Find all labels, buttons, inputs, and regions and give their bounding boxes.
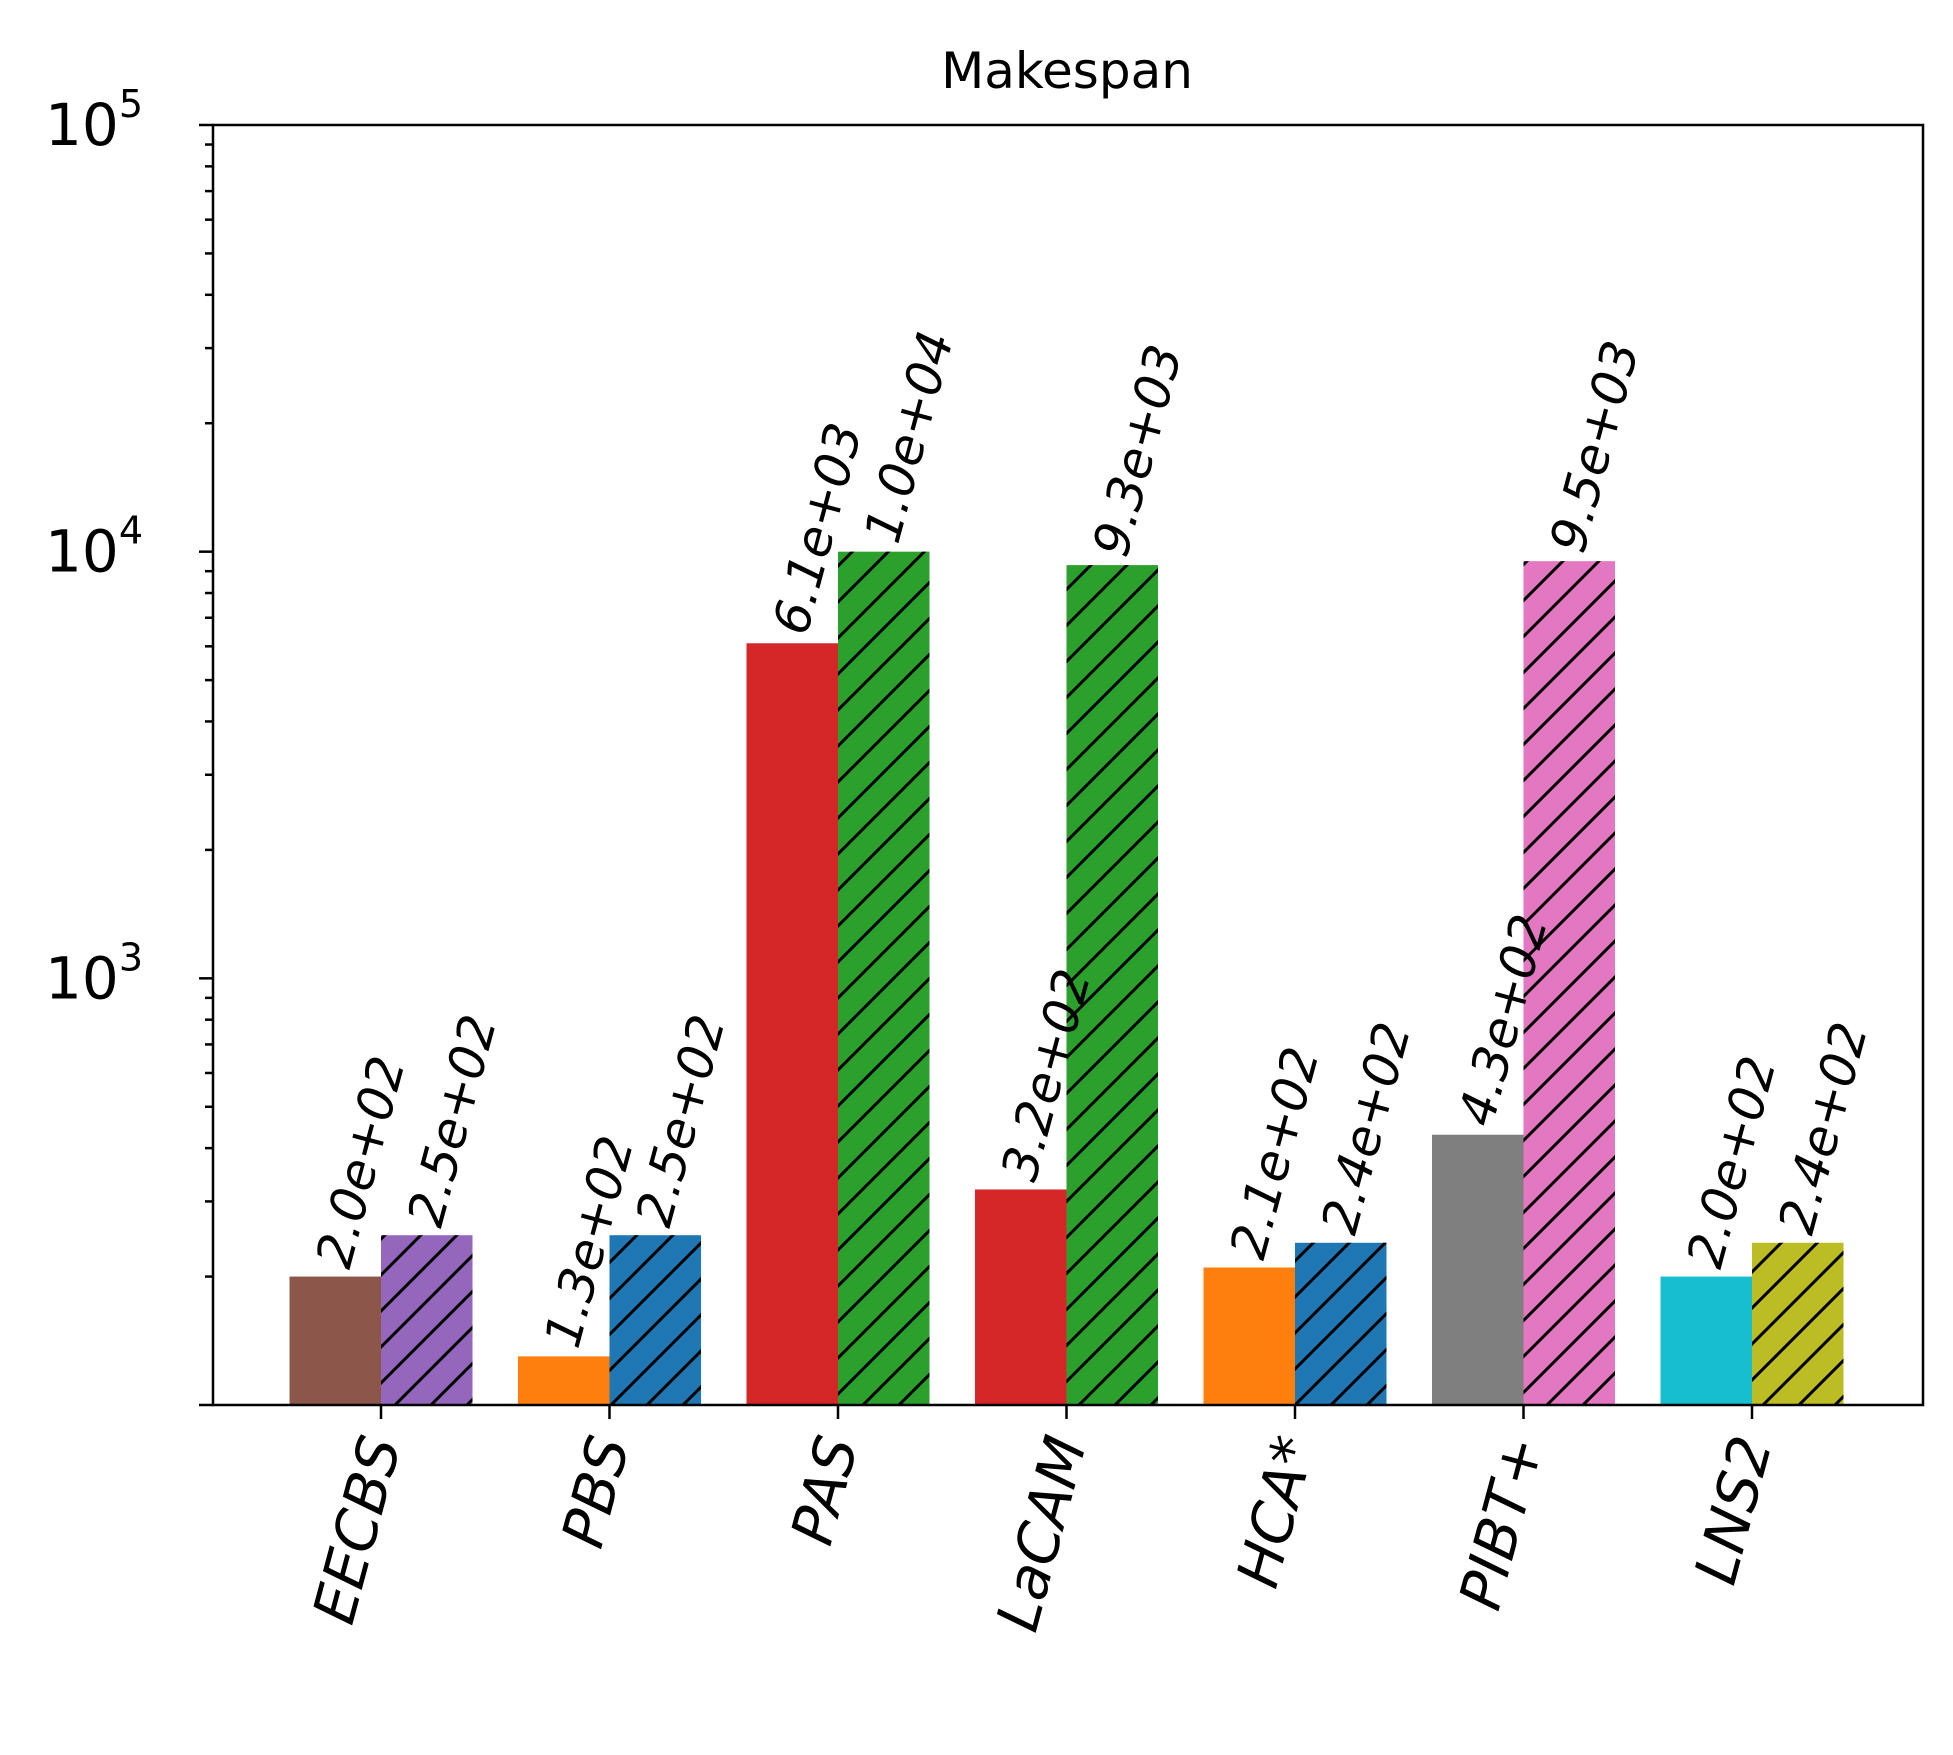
bar-value-label: 2.5e+02 <box>625 1009 737 1232</box>
bars-layer <box>289 551 1844 1405</box>
bar-hatch-overlay <box>1523 561 1615 1405</box>
y-tick-exponent: 3 <box>119 935 143 979</box>
bar-pbs-solid <box>518 1356 610 1405</box>
bar-value-label: 2.4e+02 <box>1310 1016 1422 1239</box>
y-tick-exponent: 4 <box>119 509 143 553</box>
bar-pibt-solid <box>1432 1134 1524 1405</box>
y-tick-exponent: 5 <box>119 82 143 126</box>
bar-lns2-solid <box>1660 1276 1752 1405</box>
bar-value-label: 9.5e+03 <box>1539 335 1651 558</box>
bar-hatch-overlay <box>381 1235 473 1405</box>
bar-hatch-overlay <box>1752 1242 1844 1405</box>
bar-hatch-overlay <box>838 551 930 1405</box>
bar-value-label: 9.3e+03 <box>1082 339 1194 562</box>
y-tick-label: 104 <box>45 509 143 586</box>
bar-eecbs-solid <box>289 1276 381 1405</box>
bar-value-label: 2.0e+02 <box>1676 1050 1788 1273</box>
y-tick-base: 10 <box>45 944 119 1012</box>
bar-hatch-overlay <box>1295 1242 1387 1405</box>
x-tick-label: HCA* <box>1223 1429 1328 1594</box>
bar-hatch-overlay <box>1066 565 1158 1405</box>
chart-title: Makespan <box>941 42 1193 100</box>
x-tick-label: EECBS <box>300 1429 415 1631</box>
x-tick-label: PBS <box>548 1429 643 1554</box>
y-tick-label: 105 <box>45 82 143 159</box>
x-tick-label: LaCAM <box>983 1429 1100 1638</box>
y-tick-base: 10 <box>45 518 119 586</box>
y-tick-label: 103 <box>45 935 143 1012</box>
bar-hatch-overlay <box>609 1235 701 1405</box>
bar-value-label: 2.4e+02 <box>1767 1016 1879 1239</box>
x-tick-label: LNS2 <box>1681 1429 1785 1591</box>
bar-hca-solid <box>1203 1267 1295 1405</box>
y-tick-base: 10 <box>45 91 119 159</box>
plot-frame <box>211 123 1925 1407</box>
x-axis: EECBS PBS PAS LaCAM HCA* PIBT+ LNS2 <box>300 1405 1786 1638</box>
bar-pas-solid <box>746 643 838 1405</box>
bar-lacam-solid <box>975 1189 1067 1405</box>
x-tick-label: PAS <box>778 1429 872 1551</box>
x-tick-label: PIBT+ <box>1446 1429 1557 1617</box>
bar-value-label: 2.5e+02 <box>396 1009 508 1232</box>
bar-value-label: 2.1e+02 <box>1219 1041 1331 1264</box>
